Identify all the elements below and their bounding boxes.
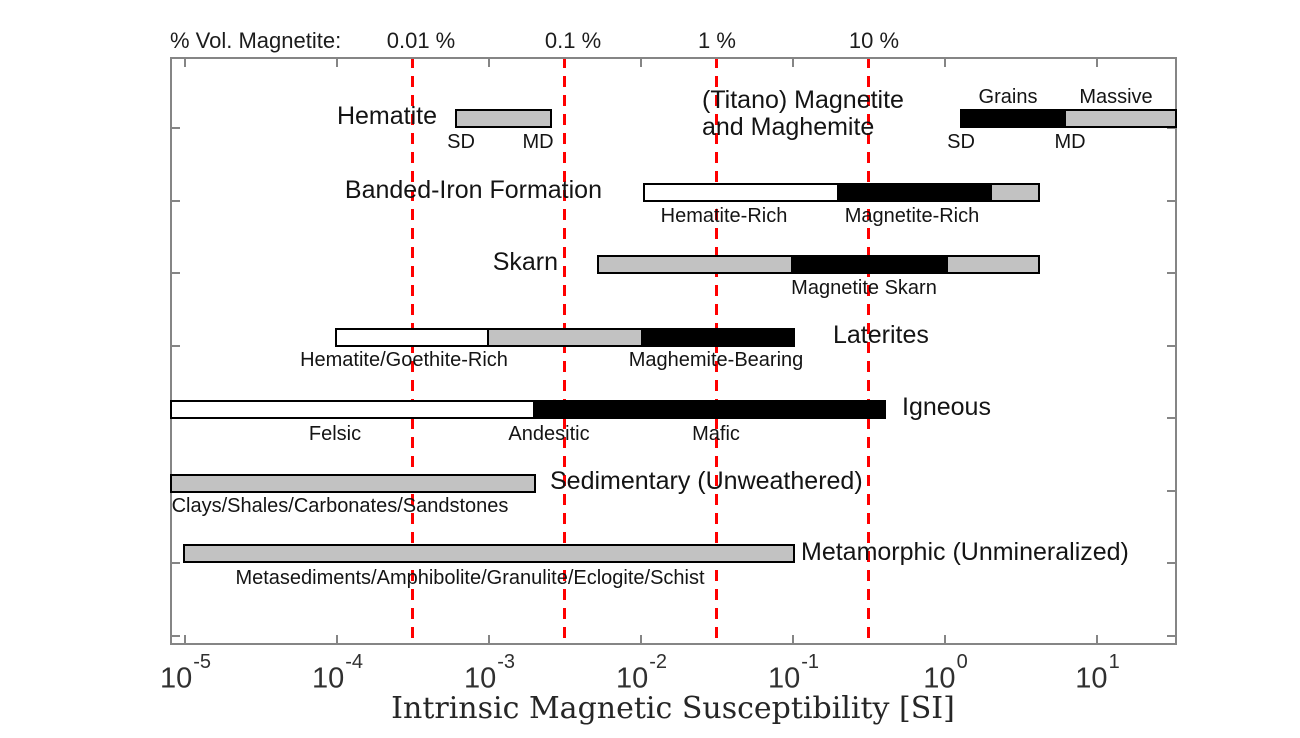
bar-segment-white <box>170 400 535 419</box>
x-tick-label: 10-3 <box>463 651 516 695</box>
bar-segment-black <box>791 255 949 274</box>
bar-segment-gray <box>182 544 795 563</box>
y-tick-left <box>172 634 180 637</box>
bar-segment-white <box>334 328 489 347</box>
x-tick-bottom <box>336 635 338 643</box>
y-tick-right <box>1167 272 1175 274</box>
x-tick-exponent: -3 <box>497 651 516 673</box>
x-tick-bottom <box>792 635 794 643</box>
y-tick-right <box>1167 199 1175 202</box>
top-axis-marker-label: 10 % <box>848 28 900 53</box>
x-tick-exponent: -1 <box>801 651 820 673</box>
vol-magnetite-gridline <box>867 57 871 645</box>
x-tick-exponent: -2 <box>649 651 668 673</box>
x-tick-bottom <box>1096 635 1098 643</box>
x-tick-bottom <box>184 635 186 643</box>
plot-frame <box>170 57 1177 645</box>
x-tick-label: 10-2 <box>615 651 668 695</box>
x-tick-exponent: 0 <box>956 651 968 673</box>
x-tick-top <box>944 59 946 67</box>
bar-segment-gray <box>946 255 1040 274</box>
row-title: Laterites <box>833 321 929 349</box>
top-axis-marker-label: 0.01 % <box>386 28 456 53</box>
y-tick-left <box>172 127 180 129</box>
top-axis-marker-label: 1 % <box>698 28 736 53</box>
x-tick-exponent: -5 <box>193 651 212 673</box>
y-tick-right <box>1167 562 1175 564</box>
bar-segment-gray <box>990 183 1040 202</box>
x-tick-label: 10-5 <box>159 651 212 695</box>
x-tick-label: 10-1 <box>767 651 820 695</box>
x-tick-label: 101 <box>1075 651 1120 695</box>
x-tick-top <box>792 59 794 67</box>
x-tick-exponent: -4 <box>345 651 364 673</box>
x-tick-bottom <box>488 635 490 643</box>
y-tick-right <box>1167 489 1175 492</box>
x-axis-title: Intrinsic Magnetic Susceptibility [SI] <box>391 691 955 726</box>
y-tick-right <box>1167 127 1175 129</box>
vol-magnetite-gridline <box>715 57 719 645</box>
x-tick-top <box>336 59 338 67</box>
y-tick-left <box>172 199 180 202</box>
y-tick-right <box>1167 634 1175 637</box>
x-tick-label: 100 <box>923 651 968 695</box>
vol-magnetite-gridline <box>563 57 567 645</box>
x-tick-bottom <box>640 635 642 643</box>
y-tick-left <box>172 562 180 564</box>
bar-segment-black <box>532 400 887 419</box>
y-tick-right <box>1167 344 1175 347</box>
bar-sublabel: Metasediments/Amphibolite/Granulite/Eclo… <box>235 567 705 589</box>
row-title: Banded-Iron Formation <box>344 176 602 204</box>
x-tick-top <box>640 59 642 67</box>
x-tick-top <box>1096 59 1098 67</box>
y-tick-left <box>172 272 180 274</box>
bar-sublabel: Hematite/Goethite-Rich <box>300 349 508 371</box>
row-title: Metamorphic (Unmineralized) <box>801 538 1129 566</box>
bar-sublabel: Hematite-Rich <box>660 205 788 227</box>
row-title: (Titano) Magnetite and Maghemite <box>702 86 904 141</box>
bar-sublabel: Grains <box>978 86 1038 108</box>
vol-magnetite-gridline <box>411 57 415 645</box>
y-tick-right <box>1167 417 1175 419</box>
x-tick-exponent: 1 <box>1108 651 1120 673</box>
x-tick-top <box>184 59 186 67</box>
top-axis-marker-label: 0.1 % <box>544 28 602 53</box>
bar-sublabel: Magnetite Skarn <box>791 277 937 299</box>
bar-segment-white <box>642 183 839 202</box>
row-title: Sedimentary (Unweathered) <box>550 467 863 495</box>
bar-sublabel: Andesitic <box>508 423 590 445</box>
row-title: Skarn <box>492 248 558 276</box>
bar-sublabel: Clays/Shales/Carbonates/Sandstones <box>171 495 509 517</box>
bar-segment-gray <box>1064 109 1177 128</box>
bar-segment-gray <box>170 474 537 493</box>
bar-sublabel: MD <box>1054 131 1086 153</box>
bar-sublabel: SD <box>447 131 475 153</box>
x-tick-top <box>488 59 490 67</box>
x-tick-bottom <box>944 635 946 643</box>
row-title: Hematite <box>336 102 437 130</box>
row-title: Igneous <box>902 393 991 421</box>
x-tick-label: 10-4 <box>311 651 364 695</box>
bar-segment-black <box>640 328 795 347</box>
bar-segment-gray <box>596 255 793 274</box>
bar-sublabel: Magnetite-Rich <box>844 205 980 227</box>
bar-segment-gray <box>455 109 553 128</box>
bar-sublabel: Felsic <box>308 423 362 445</box>
bar-segment-black <box>959 109 1067 128</box>
y-tick-left <box>172 344 180 347</box>
bar-sublabel: MD <box>522 131 554 153</box>
top-axis-prefix-label: % Vol. Magnetite: <box>170 28 342 53</box>
bar-segment-gray <box>487 328 643 347</box>
bar-sublabel: Mafic <box>692 423 740 445</box>
bar-sublabel: Maghemite-Bearing <box>628 349 804 371</box>
bar-sublabel: Massive <box>1079 86 1153 108</box>
bar-segment-black <box>836 183 993 202</box>
bar-sublabel: SD <box>947 131 975 153</box>
